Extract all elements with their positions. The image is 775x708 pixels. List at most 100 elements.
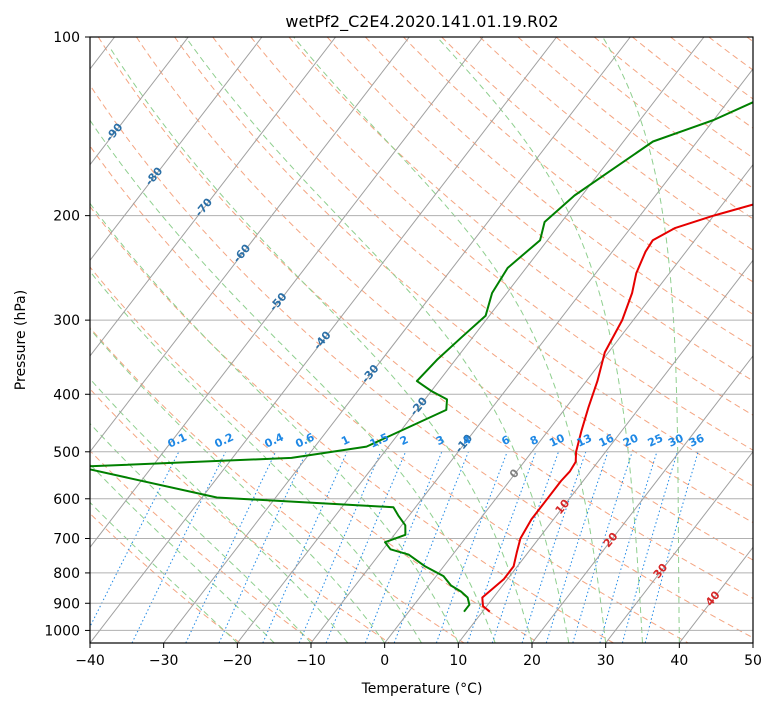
moist-adiabat-line xyxy=(90,328,386,643)
mixing-ratio-line xyxy=(435,451,508,643)
isotherm-value-label: -40 xyxy=(311,328,334,352)
mixing-ratio-line xyxy=(218,451,307,643)
isotherm-line xyxy=(531,355,753,643)
isotherm-line xyxy=(90,37,410,453)
x-tick-label: 40 xyxy=(670,653,688,669)
mixing-ratio-value-label: 0.2 xyxy=(213,431,236,451)
moist-adiabat-line xyxy=(90,501,238,643)
y-tick-label: 200 xyxy=(53,209,80,225)
moist-adiabat-line xyxy=(293,37,607,643)
isotherm-value-label: -100 xyxy=(56,79,84,109)
mixing-ratio-value-label: 25 xyxy=(646,431,665,449)
dewpoint-profile-line xyxy=(90,101,753,613)
isotherm-line xyxy=(752,642,753,643)
mixing-ratio-line xyxy=(185,451,277,643)
dry-adiabat-line xyxy=(517,37,753,220)
mixing-ratio-line xyxy=(572,451,633,643)
isotherm-value-label: -30 xyxy=(359,362,382,386)
background-lines xyxy=(90,37,753,643)
mixing-ratio-line xyxy=(521,451,587,643)
isotherm-value-label: 30 xyxy=(651,561,671,581)
dry-adiabat-line xyxy=(212,37,753,487)
isotherm-line xyxy=(90,37,484,549)
isotherm-line xyxy=(384,163,753,643)
plot-frame xyxy=(89,36,754,644)
y-axis-label: Pressure (hPa) xyxy=(13,290,29,390)
isotherm-line xyxy=(236,37,705,643)
mixing-ratio-value-label: 2 xyxy=(398,433,410,448)
y-tick-label: 500 xyxy=(53,445,80,461)
dry-adiabat-line xyxy=(250,37,753,451)
dry-adiabat-line xyxy=(288,37,753,416)
mixing-ratio-line xyxy=(131,451,227,643)
x-tick-label: −40 xyxy=(75,653,105,669)
dry-adiabat-line xyxy=(90,388,390,643)
y-tick-label: 800 xyxy=(53,566,80,582)
dry-adiabat-line xyxy=(135,37,753,561)
dry-adiabat-line xyxy=(365,37,753,348)
x-tick-label: −20 xyxy=(223,653,253,669)
x-axis-label: Temperature (°C) xyxy=(361,681,483,697)
isotherm-line xyxy=(90,37,263,262)
mixing-ratio-value-label: 30 xyxy=(666,431,686,449)
isotherm-line xyxy=(457,259,753,643)
isotherm-value-label: -50 xyxy=(267,290,290,314)
isotherm-value-label: -80 xyxy=(143,164,166,188)
isotherm-line xyxy=(163,37,631,643)
dry-adiabat-line xyxy=(441,37,753,283)
isotherm-value-label: 10 xyxy=(553,497,573,517)
x-tick-label: 50 xyxy=(744,653,762,669)
x-tick-label: 0 xyxy=(380,653,389,669)
moist-adiabat-line xyxy=(602,37,680,643)
mixing-ratio-line xyxy=(90,451,180,628)
dry-adiabat-line xyxy=(90,327,465,643)
mixing-ratio-value-label: 20 xyxy=(621,431,641,449)
isotherm-line xyxy=(90,37,558,643)
moist-adiabat-line xyxy=(90,463,275,643)
x-tick-label: 30 xyxy=(597,653,615,669)
isotherm-line xyxy=(605,450,753,643)
isotherm-line xyxy=(90,37,337,357)
dry-adiabat-line xyxy=(326,37,753,382)
mixing-ratio-value-label: 6 xyxy=(500,433,513,448)
isotherm-value-label: 20 xyxy=(601,530,621,550)
axis-ticks: −40 −30 −20 −10 0 10 20 30 40 5010020030040050060… xyxy=(44,30,762,669)
y-tick-label: 1000 xyxy=(44,623,80,639)
isotherm-value-label: 40 xyxy=(703,588,723,608)
moist-adiabat-line xyxy=(90,422,312,643)
dry-adiabat-line xyxy=(593,37,753,159)
isotherm-line xyxy=(310,68,753,643)
mixing-ratio-value-label: 10 xyxy=(547,431,567,449)
mixing-ratio-line xyxy=(491,451,559,643)
mixing-ratio-line xyxy=(644,451,699,643)
y-tick-label: 900 xyxy=(53,596,80,612)
mixing-ratio-line xyxy=(262,451,348,643)
mixing-ratio-value-label: 1 xyxy=(339,433,351,448)
dry-adiabat-line xyxy=(746,37,753,43)
dry-adiabat-line xyxy=(632,37,753,129)
mixing-ratio-line xyxy=(393,451,469,643)
moist-adiabat-line xyxy=(185,37,570,643)
mixing-ratio-line xyxy=(325,451,407,643)
dry-adiabat-line xyxy=(97,37,753,599)
y-tick-label: 700 xyxy=(53,532,80,548)
mixing-ratio-line xyxy=(298,451,382,643)
dry-adiabat-line xyxy=(555,37,753,189)
dry-adiabat-line xyxy=(90,450,315,643)
mixing-ratio-line xyxy=(467,451,537,643)
isotherm-value-label: 0 xyxy=(507,466,522,480)
dry-adiabat-line xyxy=(90,84,753,639)
dry-adiabat-line xyxy=(174,37,753,524)
y-tick-label: 300 xyxy=(53,313,80,329)
dry-adiabat-line xyxy=(670,37,753,100)
x-tick-label: −10 xyxy=(296,653,326,669)
moist-adiabat-line xyxy=(109,46,533,643)
y-tick-label: 600 xyxy=(53,492,80,508)
isotherm-value-label: -90 xyxy=(103,120,126,144)
isotherm-line xyxy=(90,37,189,166)
y-tick-label: 100 xyxy=(53,30,80,46)
isotherm-value-label: -60 xyxy=(231,242,254,266)
mixing-ratio-value-label: 0.6 xyxy=(293,430,316,450)
profile-lines xyxy=(90,101,753,613)
